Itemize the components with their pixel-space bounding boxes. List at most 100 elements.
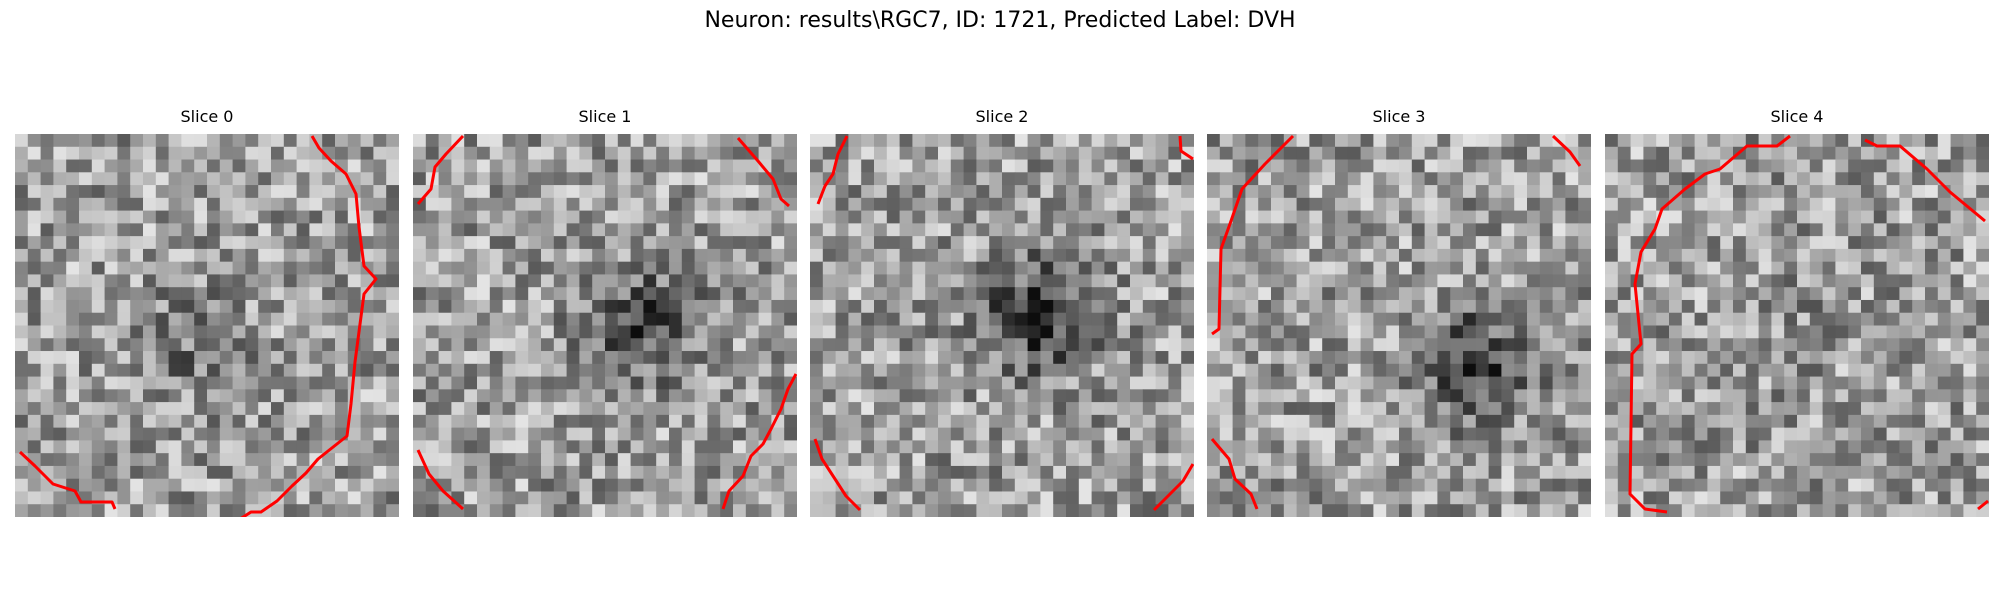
image-pixel: [630, 389, 644, 403]
image-pixel: [1181, 248, 1194, 263]
image-pixel: [1053, 248, 1067, 263]
image-pixel: [861, 478, 875, 492]
image-pixel: [694, 274, 708, 288]
image-pixel: [207, 172, 221, 186]
image-pixel: [1399, 325, 1413, 339]
image-pixel: [1578, 172, 1591, 186]
image-pixel: [605, 414, 619, 429]
image-pixel: [1219, 414, 1234, 429]
roi-contour: [1178, 135, 1194, 161]
image-pixel: [502, 465, 516, 480]
image-pixel: [1976, 363, 1989, 378]
image-pixel: [1360, 261, 1374, 275]
image-pixel: [899, 338, 913, 352]
image-pixel: [1117, 274, 1131, 288]
image-pixel: [528, 261, 542, 275]
image-pixel: [1437, 504, 1451, 517]
image-pixel: [1694, 504, 1708, 517]
image-pixel: [168, 185, 182, 199]
image-pixel: [130, 261, 144, 275]
image-pixel: [207, 465, 221, 480]
image-pixel: [1027, 427, 1041, 441]
image-pixel: [194, 453, 208, 467]
image-pixel: [810, 351, 824, 365]
image-pixel: [155, 223, 170, 237]
image-pixel: [1181, 440, 1194, 454]
image-pixel: [245, 287, 259, 301]
image-pixel: [745, 478, 760, 492]
image-pixel: [1399, 338, 1413, 352]
image-pixel: [1656, 146, 1670, 161]
image-pixel: [963, 402, 977, 416]
image-pixel: [1219, 287, 1234, 301]
image-pixel: [1656, 351, 1670, 365]
image-pixel: [899, 389, 913, 403]
image-pixel: [219, 312, 234, 326]
image-pixel: [15, 402, 29, 416]
image-pixel: [1091, 210, 1105, 224]
image-pixel: [912, 197, 926, 212]
image-pixel: [1899, 287, 1913, 301]
image-pixel: [143, 427, 157, 441]
image-pixel: [1002, 172, 1016, 186]
image-pixel: [566, 504, 580, 517]
image-pixel: [810, 287, 824, 301]
image-pixel: [219, 351, 234, 365]
image-pixel: [1322, 248, 1336, 263]
image-pixel: [1181, 351, 1194, 365]
image-pixel: [1745, 210, 1760, 224]
image-pixel: [1258, 453, 1272, 467]
image-pixel: [1733, 402, 1747, 416]
image-pixel: [1283, 185, 1298, 199]
image-pixel: [528, 185, 542, 199]
image-pixel: [553, 146, 568, 161]
image-pixel: [771, 363, 785, 378]
image-pixel: [271, 223, 285, 237]
image-pixel: [1078, 312, 1093, 326]
image-pixel: [861, 299, 875, 314]
image-pixel: [592, 146, 606, 161]
image-pixel: [669, 146, 683, 161]
image-pixel: [1720, 134, 1734, 148]
image-pixel: [1463, 325, 1477, 339]
image-pixel: [874, 236, 888, 250]
image-pixel: [1656, 299, 1670, 314]
image-pixel: [1937, 287, 1952, 301]
image-pixel: [1475, 363, 1490, 378]
image-pixel: [1771, 325, 1785, 339]
image-pixel: [1002, 185, 1016, 199]
image-pixel: [360, 134, 374, 148]
image-pixel: [347, 134, 362, 148]
image-pixel: [1912, 504, 1926, 517]
image-pixel: [1976, 478, 1989, 492]
image-pixel: [912, 172, 926, 186]
image-pixel: [643, 223, 657, 237]
image-pixel: [347, 236, 362, 250]
image-pixel: [168, 491, 182, 505]
image-pixel: [1681, 363, 1696, 378]
image-pixel: [643, 351, 657, 365]
image-pixel: [1514, 491, 1528, 505]
image-pixel: [1758, 478, 1772, 492]
image-pixel: [886, 146, 901, 161]
image-pixel: [489, 351, 504, 365]
image-pixel: [1527, 248, 1541, 263]
image-pixel: [822, 338, 837, 352]
image-pixel: [1963, 287, 1977, 301]
image-pixel: [283, 440, 298, 454]
image-pixel: [1142, 185, 1157, 199]
image-pixel: [373, 402, 387, 416]
image-pixel: [207, 453, 221, 467]
image-pixel: [425, 299, 440, 314]
image-pixel: [592, 363, 606, 378]
image-pixel: [271, 299, 285, 314]
image-pixel: [912, 465, 926, 480]
image-pixel: [271, 185, 285, 199]
image-pixel: [1386, 440, 1400, 454]
image-pixel: [1078, 414, 1093, 429]
image-pixel: [322, 325, 336, 339]
image-pixel: [1861, 453, 1875, 467]
image-pixel: [1656, 197, 1670, 212]
image-pixel: [886, 478, 901, 492]
image-pixel: [1630, 134, 1644, 148]
